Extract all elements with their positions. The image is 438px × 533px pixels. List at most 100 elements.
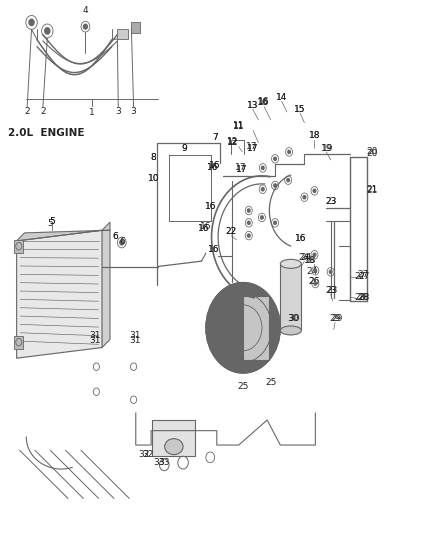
Text: 28: 28 <box>357 293 368 302</box>
Text: 14: 14 <box>276 93 287 102</box>
Circle shape <box>206 282 280 373</box>
Text: 17: 17 <box>247 144 259 152</box>
Circle shape <box>215 293 272 362</box>
Polygon shape <box>17 230 102 358</box>
Text: 30: 30 <box>287 314 298 323</box>
Text: 32: 32 <box>138 450 149 458</box>
Text: 23: 23 <box>325 197 336 206</box>
Text: 24: 24 <box>300 253 311 262</box>
Text: 28: 28 <box>359 293 370 302</box>
Text: 10: 10 <box>148 174 159 183</box>
Ellipse shape <box>165 439 183 455</box>
Text: 23: 23 <box>325 286 336 295</box>
Text: 23: 23 <box>325 197 336 206</box>
Text: 16: 16 <box>258 99 270 107</box>
Text: 16: 16 <box>295 235 307 243</box>
Text: 7: 7 <box>212 133 219 142</box>
Text: 18: 18 <box>304 256 316 264</box>
Circle shape <box>274 157 276 160</box>
Circle shape <box>313 253 316 256</box>
Text: 13: 13 <box>247 101 258 110</box>
Text: 26: 26 <box>309 277 320 286</box>
Polygon shape <box>102 222 110 348</box>
Text: 6: 6 <box>112 232 118 240</box>
Circle shape <box>314 269 317 272</box>
Text: 2.0L  ENGINE: 2.0L ENGINE <box>8 128 85 138</box>
Text: 16: 16 <box>208 245 219 254</box>
Text: 2: 2 <box>25 108 30 116</box>
Text: 5: 5 <box>49 217 55 226</box>
Circle shape <box>29 19 34 26</box>
Text: 16: 16 <box>209 161 220 169</box>
Text: 2: 2 <box>40 108 46 116</box>
Circle shape <box>303 196 306 199</box>
Text: 9: 9 <box>181 144 187 152</box>
Ellipse shape <box>280 326 301 335</box>
Text: 18: 18 <box>309 132 320 140</box>
Text: 11: 11 <box>233 123 244 131</box>
Text: 13: 13 <box>247 101 258 110</box>
Text: 10: 10 <box>148 174 159 183</box>
Text: 17: 17 <box>247 144 259 152</box>
Text: 33: 33 <box>159 458 170 467</box>
Text: 14: 14 <box>276 93 287 102</box>
Text: 17: 17 <box>246 142 258 151</box>
Text: 9: 9 <box>181 144 187 152</box>
Circle shape <box>247 209 250 212</box>
Text: 27: 27 <box>359 272 370 280</box>
Circle shape <box>224 305 262 351</box>
Text: 22: 22 <box>226 228 237 236</box>
Text: 31: 31 <box>129 332 141 340</box>
Text: 16: 16 <box>209 161 220 169</box>
Text: 17: 17 <box>236 165 247 174</box>
Circle shape <box>329 270 332 273</box>
Text: 8: 8 <box>150 153 156 161</box>
Text: 23: 23 <box>326 286 338 295</box>
Text: 3: 3 <box>131 108 137 116</box>
Circle shape <box>261 216 263 219</box>
Text: 33: 33 <box>153 458 164 467</box>
Text: 16: 16 <box>295 235 306 243</box>
Bar <box>152 420 195 456</box>
Bar <box>243 296 269 359</box>
Text: 26: 26 <box>309 277 320 286</box>
Circle shape <box>83 24 87 29</box>
Circle shape <box>288 150 290 154</box>
Circle shape <box>313 189 316 192</box>
Text: 19: 19 <box>321 144 332 152</box>
Text: 1: 1 <box>89 109 95 117</box>
Ellipse shape <box>280 260 301 268</box>
Bar <box>280 264 301 330</box>
Circle shape <box>314 282 317 285</box>
Circle shape <box>287 179 290 182</box>
Text: 6: 6 <box>119 237 125 246</box>
Text: 3: 3 <box>115 108 121 116</box>
Circle shape <box>261 188 264 191</box>
Text: 32: 32 <box>142 450 154 458</box>
Text: 17: 17 <box>235 164 247 172</box>
Text: 20: 20 <box>367 149 378 158</box>
Text: 16: 16 <box>207 164 218 172</box>
Text: 24: 24 <box>299 253 310 262</box>
Bar <box>117 29 128 39</box>
Text: 28: 28 <box>354 293 366 302</box>
Text: 12: 12 <box>227 137 239 146</box>
Text: 29: 29 <box>332 314 343 323</box>
Text: 25: 25 <box>265 378 276 387</box>
Text: 11: 11 <box>233 123 244 131</box>
Text: 16: 16 <box>200 222 212 231</box>
Circle shape <box>274 221 276 224</box>
Text: 16: 16 <box>257 99 268 107</box>
Text: 29: 29 <box>329 314 341 323</box>
Bar <box>14 336 23 349</box>
Text: 27: 27 <box>354 272 366 280</box>
Text: 15: 15 <box>294 105 306 114</box>
Text: 22: 22 <box>226 228 237 236</box>
Text: 21: 21 <box>367 185 378 193</box>
Text: 8: 8 <box>150 153 156 161</box>
Text: 4: 4 <box>83 6 88 15</box>
Circle shape <box>120 240 124 245</box>
Text: 16: 16 <box>205 203 216 211</box>
Text: 7: 7 <box>212 133 219 142</box>
Text: 6: 6 <box>112 232 118 240</box>
